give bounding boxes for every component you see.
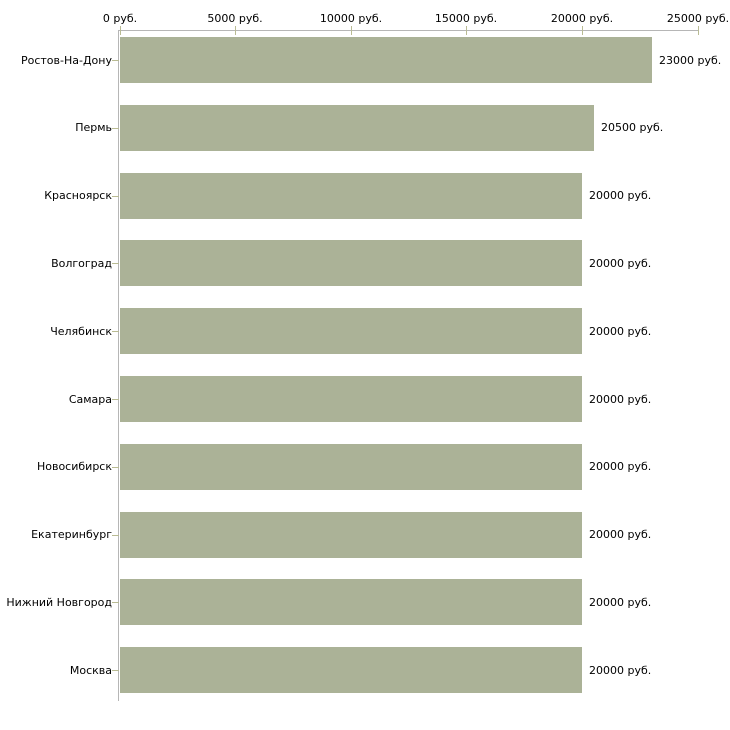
- category-label: Самара: [68, 393, 112, 406]
- bar: [120, 308, 582, 354]
- x-axis-tick-label: 10000 руб.: [319, 12, 383, 25]
- category-label: Ростов-На-Дону: [20, 54, 112, 67]
- x-axis-tick: [120, 26, 121, 35]
- category-tick: [112, 399, 119, 400]
- bar: [120, 444, 582, 490]
- category-tick: [112, 196, 119, 197]
- bar: [120, 37, 652, 83]
- category-tick: [112, 602, 119, 603]
- x-axis-tick: [351, 26, 352, 35]
- x-axis-tick: [235, 26, 236, 35]
- x-axis-tick-label: 20000 руб.: [550, 12, 614, 25]
- value-label: 20500 руб.: [601, 121, 664, 134]
- x-axis-line: [118, 30, 699, 31]
- bar: [120, 647, 582, 693]
- category-label: Пермь: [75, 121, 112, 134]
- category-tick: [112, 670, 119, 671]
- value-label: 20000 руб.: [589, 189, 652, 202]
- value-label: 20000 руб.: [589, 460, 652, 473]
- category-tick: [112, 128, 119, 129]
- bar: [120, 105, 594, 151]
- category-tick: [112, 60, 119, 61]
- value-label: 20000 руб.: [589, 393, 652, 406]
- category-label: Челябинск: [50, 325, 112, 338]
- category-tick: [112, 467, 119, 468]
- bar: [120, 512, 582, 558]
- category-tick: [112, 263, 119, 264]
- value-label: 20000 руб.: [589, 528, 652, 541]
- value-label: 20000 руб.: [589, 596, 652, 609]
- value-label: 23000 руб.: [659, 54, 722, 67]
- bar: [120, 240, 582, 286]
- category-label: Екатеринбург: [31, 528, 112, 541]
- x-axis-tick: [582, 26, 583, 35]
- category-label: Новосибирск: [36, 460, 112, 473]
- category-label: Нижний Новгород: [6, 596, 112, 609]
- bar: [120, 376, 582, 422]
- x-axis-tick: [466, 26, 467, 35]
- category-label: Москва: [69, 664, 112, 677]
- value-label: 20000 руб.: [589, 664, 652, 677]
- category-label: Красноярск: [44, 189, 112, 202]
- bar: [120, 579, 582, 625]
- category-tick: [112, 535, 119, 536]
- category-label: Волгоград: [51, 257, 112, 270]
- x-axis-tick-label: 5000 руб.: [207, 12, 263, 25]
- y-axis-line: [118, 30, 119, 701]
- x-axis-tick-label: 0 руб.: [102, 12, 138, 25]
- value-label: 20000 руб.: [589, 257, 652, 270]
- bar: [120, 173, 582, 219]
- category-tick: [112, 331, 119, 332]
- value-label: 20000 руб.: [589, 325, 652, 338]
- x-axis-tick: [698, 26, 699, 35]
- x-axis-tick-label: 15000 руб.: [434, 12, 498, 25]
- x-axis-tick-label: 25000 руб.: [666, 12, 730, 25]
